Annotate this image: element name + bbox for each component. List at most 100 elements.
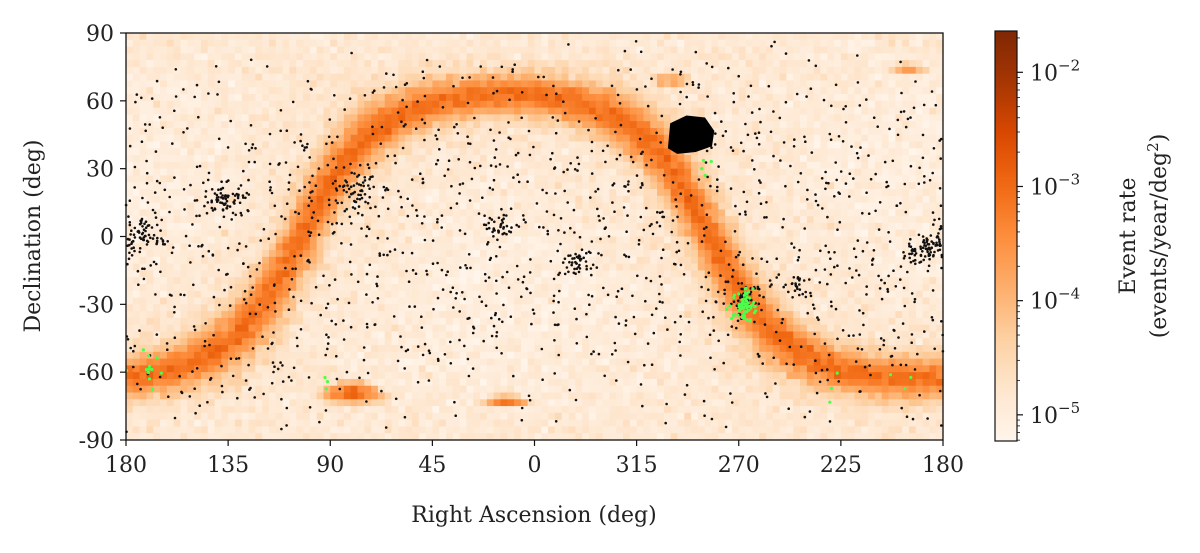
heatmap-cell: [153, 127, 161, 136]
heatmap-cell: [268, 243, 277, 251]
heatmap-cell: [534, 121, 542, 129]
heatmap-cell: [827, 60, 835, 68]
heatmap-cell: [840, 195, 849, 204]
heatmap-cell: [575, 33, 583, 41]
heatmap-cell: [663, 107, 672, 115]
heatmap-cell: [541, 277, 549, 285]
heatmap-cell: [248, 66, 256, 75]
heatmap-cell: [180, 114, 188, 122]
heatmap-cell: [616, 155, 624, 163]
heatmap-cell: [221, 189, 229, 197]
heatmap-cell: [800, 189, 808, 197]
heatmap-cell: [418, 80, 427, 88]
heatmap-cell: [759, 107, 767, 115]
heatmap-cell: [874, 283, 883, 292]
heatmap-cell: [126, 304, 134, 312]
heatmap-cell: [588, 73, 597, 82]
heatmap-cell: [582, 189, 590, 197]
heatmap-cell: [697, 175, 706, 183]
heatmap-cell: [466, 121, 474, 129]
heatmap-cell: [704, 155, 713, 163]
heatmap-cell: [793, 33, 801, 41]
heatmap-cell: [268, 182, 277, 190]
heatmap-cell: [793, 189, 801, 197]
heatmap-cell: [459, 33, 468, 41]
heatmap-cell: [500, 311, 508, 319]
heatmap-cell: [936, 182, 944, 190]
heatmap-cell: [173, 66, 182, 75]
heatmap-cell: [493, 297, 502, 305]
heatmap-cell: [820, 73, 828, 82]
heatmap-cell: [806, 175, 815, 183]
heatmap-cell: [275, 94, 284, 102]
heatmap-cell: [704, 73, 713, 82]
heatmap-cell: [180, 243, 188, 251]
heatmap-cell: [166, 229, 175, 238]
heatmap-cell: [166, 270, 175, 278]
heatmap-cell: [262, 33, 270, 41]
heatmap-cell: [759, 182, 767, 190]
heatmap-cell: [623, 202, 631, 210]
heatmap-cell: [629, 277, 638, 285]
heatmap-cell: [595, 229, 604, 238]
heatmap-cell: [752, 250, 760, 258]
heatmap-cell: [554, 66, 563, 75]
heatmap-cell: [575, 87, 583, 95]
heatmap-cell: [554, 243, 563, 251]
heatmap-cell: [425, 209, 433, 217]
heatmap-cell: [330, 141, 338, 149]
heatmap-cell: [132, 121, 141, 129]
heatmap-cell: [364, 87, 372, 95]
heatmap-cell: [786, 114, 794, 122]
heatmap-cell: [405, 290, 413, 299]
heatmap-cell: [187, 189, 195, 197]
heatmap-cell: [391, 270, 399, 278]
heatmap-cell: [813, 121, 822, 129]
heatmap-cell: [786, 60, 794, 68]
heatmap-cell: [459, 283, 468, 292]
heatmap-cell: [364, 148, 372, 156]
heatmap-cell: [718, 168, 726, 177]
heatmap-cell: [588, 209, 597, 217]
heatmap-cell: [636, 53, 645, 61]
heatmap-cell: [813, 222, 822, 231]
heatmap-cell: [200, 304, 209, 312]
heatmap-cell: [636, 277, 645, 285]
heatmap-cell: [854, 46, 862, 54]
heatmap-cell: [684, 175, 692, 183]
heatmap-cell: [452, 33, 461, 41]
heatmap-cell: [759, 155, 767, 163]
heatmap-cell: [854, 189, 862, 197]
heatmap-cell: [303, 127, 311, 136]
heatmap-cell: [800, 250, 808, 258]
heatmap-cell: [643, 94, 651, 102]
heatmap-cell: [663, 60, 672, 68]
heatmap-cell: [834, 243, 842, 251]
heatmap-cell: [623, 39, 631, 48]
heatmap-cell: [139, 134, 148, 143]
heatmap-cell: [221, 297, 229, 305]
heatmap-cell: [316, 66, 325, 75]
heatmap-cell: [602, 290, 610, 299]
heatmap-cell: [139, 141, 148, 149]
heatmap-cell: [929, 127, 937, 136]
heatmap-cell: [677, 175, 685, 183]
heatmap-cell: [697, 256, 706, 265]
heatmap-cell: [874, 209, 883, 217]
heatmap-cell: [405, 236, 413, 244]
heatmap-cell: [895, 283, 903, 292]
heatmap-cell: [520, 121, 529, 129]
heatmap-cell: [480, 141, 488, 149]
heatmap-cell: [357, 107, 365, 115]
heatmap-cell: [725, 216, 733, 224]
heatmap-cell: [602, 182, 610, 190]
heatmap-cell: [657, 290, 665, 299]
heatmap-cell: [268, 107, 277, 115]
heatmap-cell: [173, 161, 182, 170]
heatmap-cell: [384, 46, 393, 54]
heatmap-cell: [800, 33, 808, 41]
heatmap-cell: [207, 155, 216, 163]
heatmap-cell: [139, 263, 148, 272]
heatmap-cell: [316, 100, 325, 109]
heatmap-cell: [316, 53, 325, 61]
